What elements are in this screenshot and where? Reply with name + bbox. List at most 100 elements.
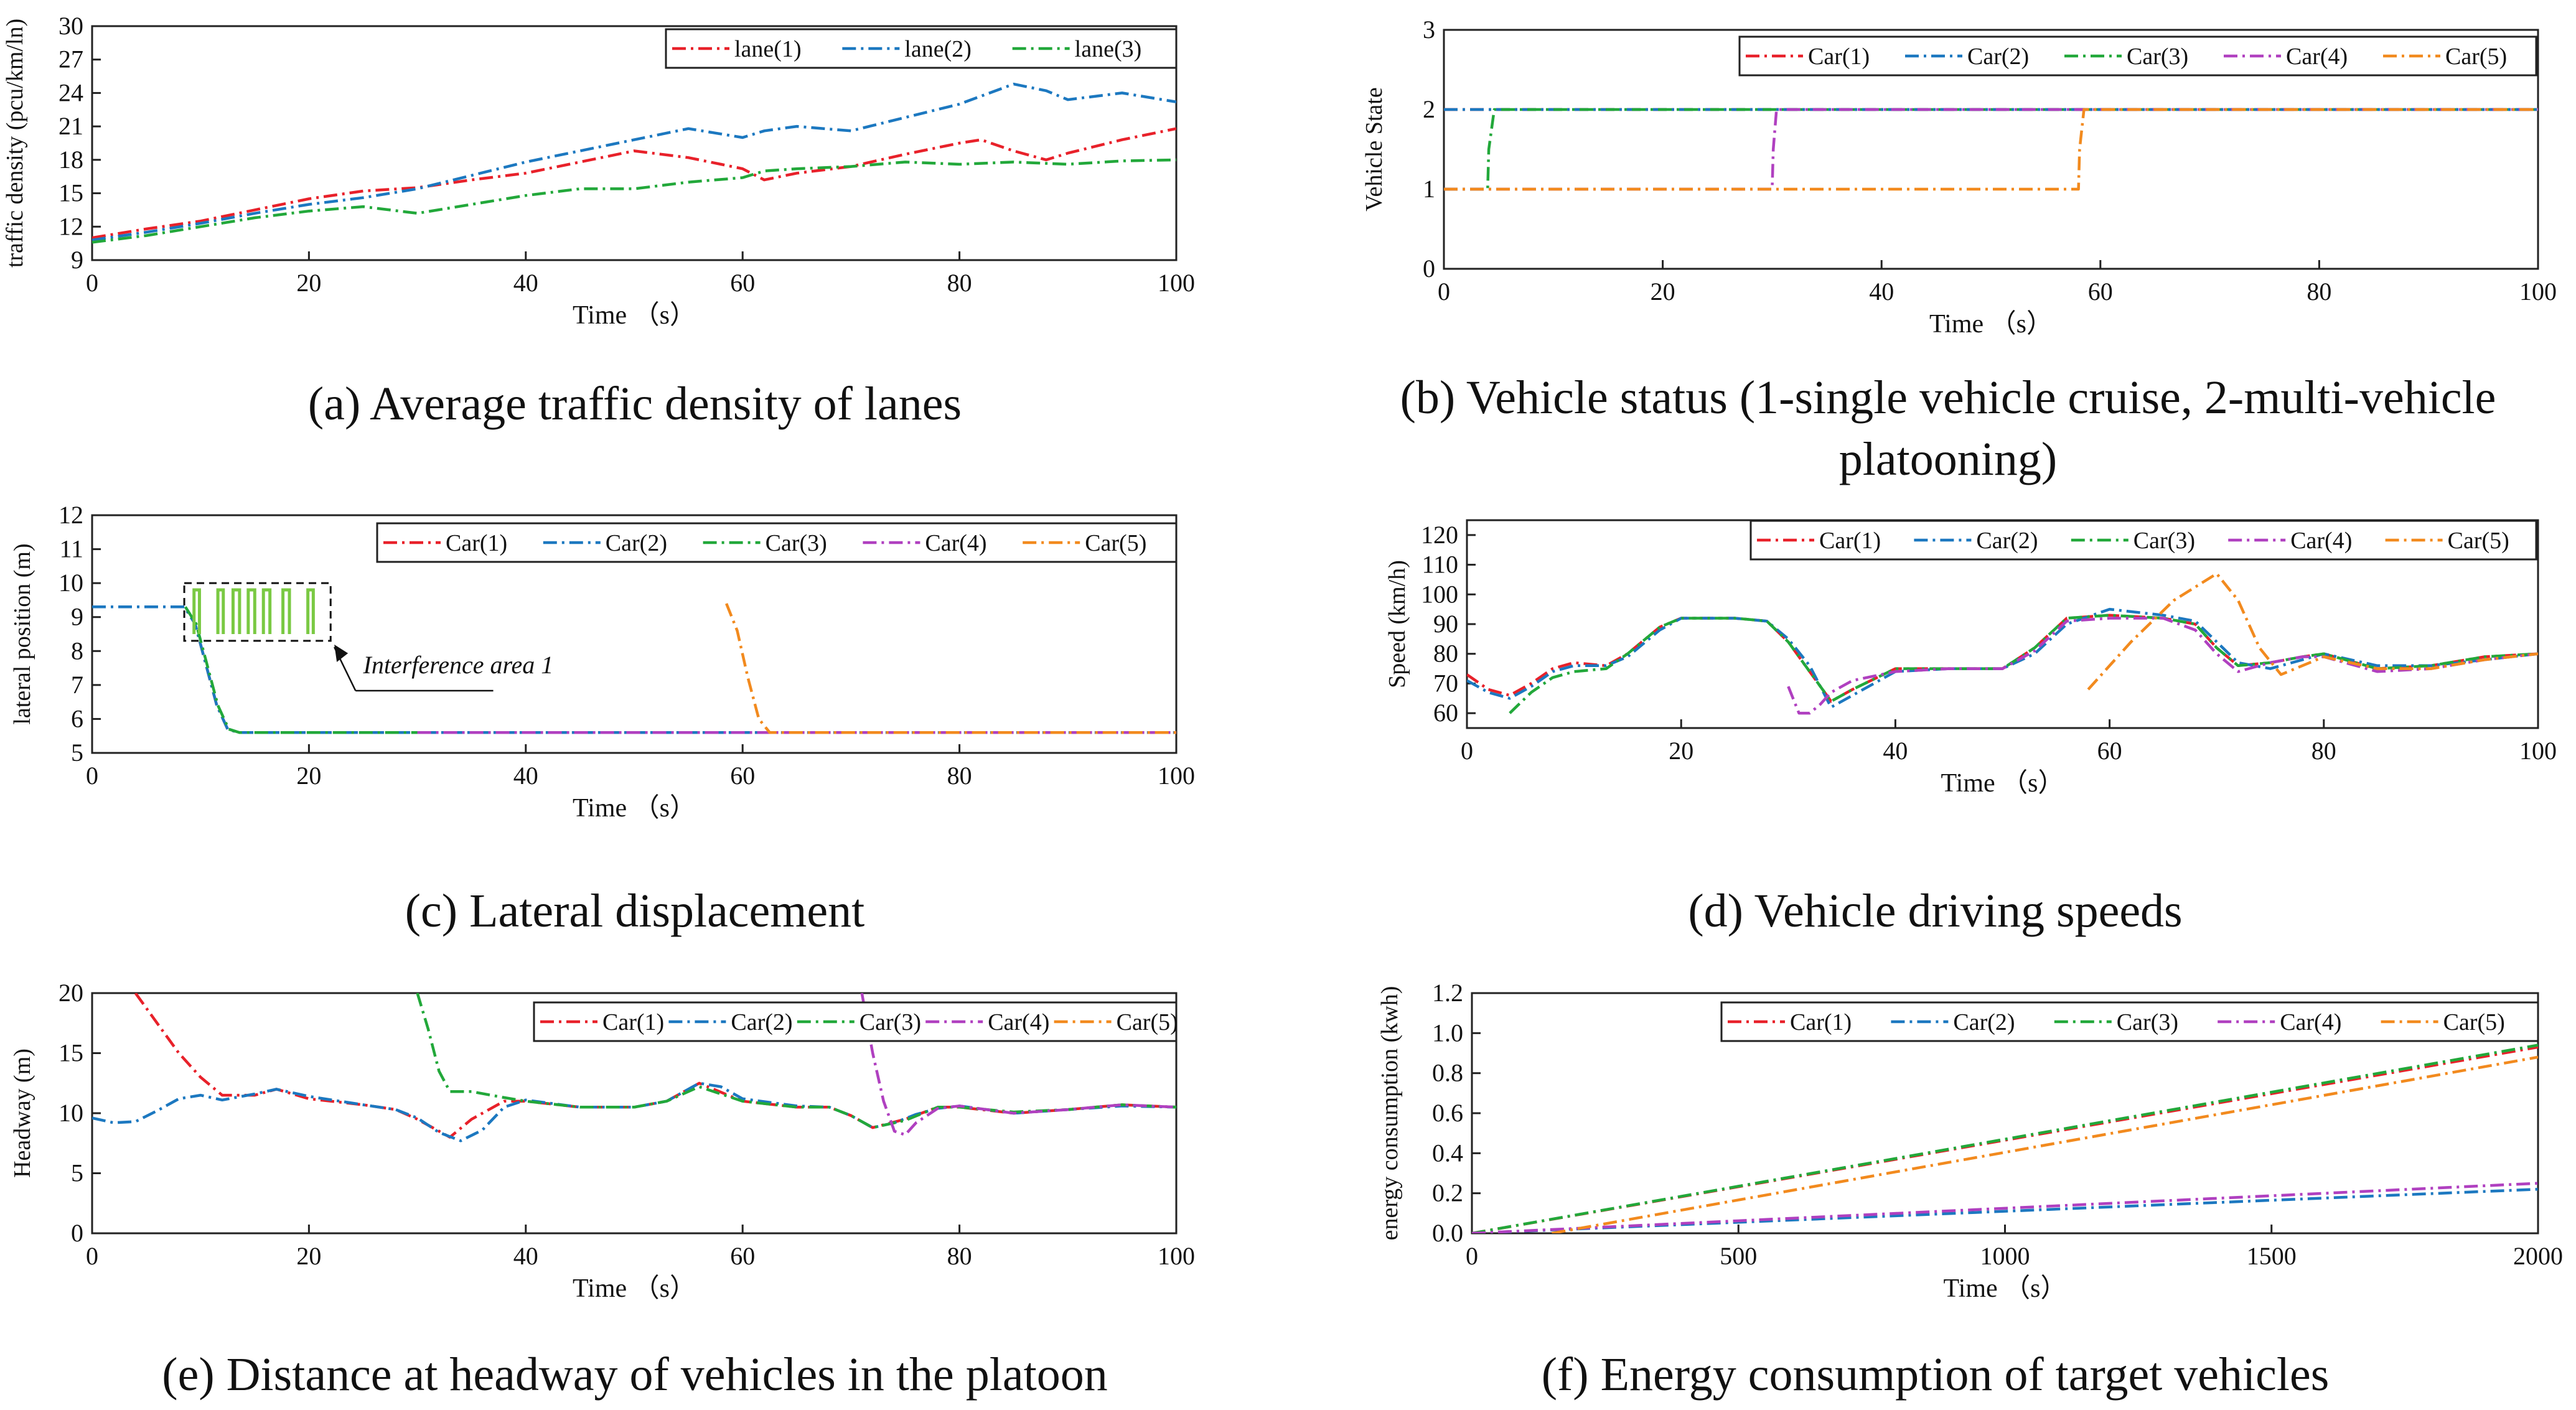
y-tick-label: 15: [59, 179, 83, 207]
caption-e: (e) Distance at headway of vehicles in t…: [162, 1348, 1108, 1401]
x-tick-label: 100: [2519, 737, 2557, 765]
x-tick-label: 20: [1651, 278, 1675, 306]
series-line-car3: [1472, 1043, 2538, 1233]
series-line-car3: [1509, 614, 2538, 714]
series-line-car4: [1472, 1182, 2538, 1233]
plot-frame: [1443, 29, 2539, 270]
y-tick-label: 5: [71, 739, 83, 767]
y-tick-label: 120: [1421, 521, 1458, 549]
series-group: [92, 82, 1176, 244]
series-group: [92, 603, 1176, 734]
y-tick-label: 110: [1421, 551, 1458, 579]
caption-b: (b) Vehicle status (1-single vehicle cru…: [1400, 371, 2496, 485]
series-line-car2: [1467, 607, 2538, 709]
y-tick-label: 2: [1423, 95, 1435, 123]
legend-label: Car(1): [1819, 528, 1881, 554]
y-tick-label: 12: [59, 501, 83, 529]
series-line-car5: [725, 603, 1176, 734]
caption-a: (a) Average traffic density of lanes: [307, 378, 962, 430]
caption-f: (f) Energy consumption of target vehicle…: [1541, 1348, 2330, 1401]
y-axis-label: Speed (km/h): [1384, 560, 1410, 688]
y-tick-label: 0.0: [1432, 1219, 1463, 1247]
plot-frame: [91, 514, 1178, 754]
y-axis-label: Vehicle State: [1361, 87, 1387, 211]
x-tick-label: 40: [1883, 737, 1908, 765]
legend-label: Car(1): [602, 1009, 664, 1035]
x-tick-label: 60: [730, 269, 755, 297]
x-axis-label: Time （s）: [573, 301, 696, 330]
legend-label: Car(5): [1085, 530, 1146, 556]
plot-frame: [91, 25, 1178, 261]
legend-label: Car(3): [2127, 44, 2188, 70]
x-tick-label: 0: [1466, 1242, 1478, 1270]
x-tick-label: 80: [947, 269, 972, 297]
x-tick-label: 20: [296, 762, 321, 790]
x-tick-label: 20: [296, 269, 321, 297]
legend-label: lane(1): [734, 36, 802, 62]
y-tick-label: 1.0: [1432, 1019, 1463, 1047]
y-tick-label: 11: [59, 535, 83, 563]
annotation-arrowhead: [334, 644, 349, 662]
series-line-lane2: [92, 82, 1176, 242]
annotation-text: Interference area 1: [363, 651, 554, 679]
y-tick-label: 18: [59, 146, 83, 174]
series-group: [1467, 572, 2538, 715]
x-axis-label: Time （s）: [1943, 1274, 2066, 1303]
legend-box: [665, 28, 1178, 69]
legend-label: Car(5): [2443, 1009, 2505, 1035]
y-tick-label: 21: [59, 112, 83, 140]
legend-label: Car(3): [2117, 1009, 2178, 1035]
series-line-car5: [1444, 108, 2538, 191]
x-tick-label: 500: [1720, 1242, 1757, 1270]
legend-label: Car(4): [2280, 1009, 2341, 1035]
y-axis-label: energy consumption (kwh): [1377, 986, 1403, 1241]
x-tick-label: 40: [1869, 278, 1894, 306]
interference-pulses: [192, 588, 315, 634]
x-tick-label: 20: [296, 1242, 321, 1270]
legend: Car(1) Car(2) Car(3) Car(4) Car(5): [1749, 520, 2537, 561]
legend-label: Car(2): [1976, 528, 2038, 554]
legend-label: Car(2): [606, 530, 667, 556]
x-tick-label: 40: [513, 1242, 538, 1270]
x-tick-label: 100: [1158, 269, 1195, 297]
x-tick-label: 100: [1158, 1242, 1195, 1270]
x-tick-label: 20: [1669, 737, 1693, 765]
y-tick-label: 9: [71, 246, 83, 274]
series-group: [1472, 1043, 2538, 1233]
y-tick-label: 30: [59, 12, 83, 40]
x-tick-label: 100: [1158, 762, 1195, 790]
y-tick-label: 24: [59, 78, 83, 106]
y-tick-label: 1.2: [1432, 979, 1463, 1007]
series-group: [1444, 108, 2538, 191]
x-tick-label: 1000: [1980, 1242, 2030, 1270]
legend-label: Car(1): [1808, 44, 1870, 70]
x-tick-label: 60: [2097, 737, 2122, 765]
y-tick-label: 5: [71, 1159, 83, 1187]
y-tick-label: 7: [71, 671, 83, 699]
y-tick-label: 27: [59, 45, 83, 73]
y-tick-label: 6: [71, 704, 83, 732]
legend-label: Car(3): [2133, 528, 2195, 554]
y-tick-label: 9: [71, 603, 83, 631]
legend: lane(1) lane(2) lane(3): [665, 28, 1178, 69]
x-tick-label: 40: [513, 762, 538, 790]
series-line-car5: [1552, 1055, 2538, 1233]
legend-label: Car(4): [988, 1009, 1049, 1035]
x-tick-label: 1500: [2247, 1242, 2297, 1270]
legend-label: Car(2): [1953, 1009, 2015, 1035]
legend-label: Car(1): [446, 530, 507, 556]
legend-label: Car(5): [2445, 44, 2507, 70]
x-tick-label: 0: [86, 269, 98, 297]
x-tick-label: 0: [1461, 737, 1473, 765]
chart-c: 0 20 40 60 80 100 5 6 7 8 9 10 11 12 Time （s） lateral p…: [9, 501, 1195, 823]
y-tick-label: 0.6: [1432, 1099, 1463, 1127]
x-axis-label: Time （s）: [573, 1274, 696, 1303]
x-tick-label: 80: [947, 762, 972, 790]
series-line-car4: [1444, 108, 2538, 191]
legend-label: lane(2): [904, 36, 972, 62]
legend-label: Car(4): [2286, 44, 2348, 70]
legend: Car(1) Car(2) Car(3) Car(4) Car(5): [1720, 1001, 2539, 1042]
y-tick-label: 100: [1421, 580, 1458, 608]
chart-b: 0 20 40 60 80 100 0 1 2 3 Time （s） Vehicle State Car…: [1361, 16, 2557, 338]
